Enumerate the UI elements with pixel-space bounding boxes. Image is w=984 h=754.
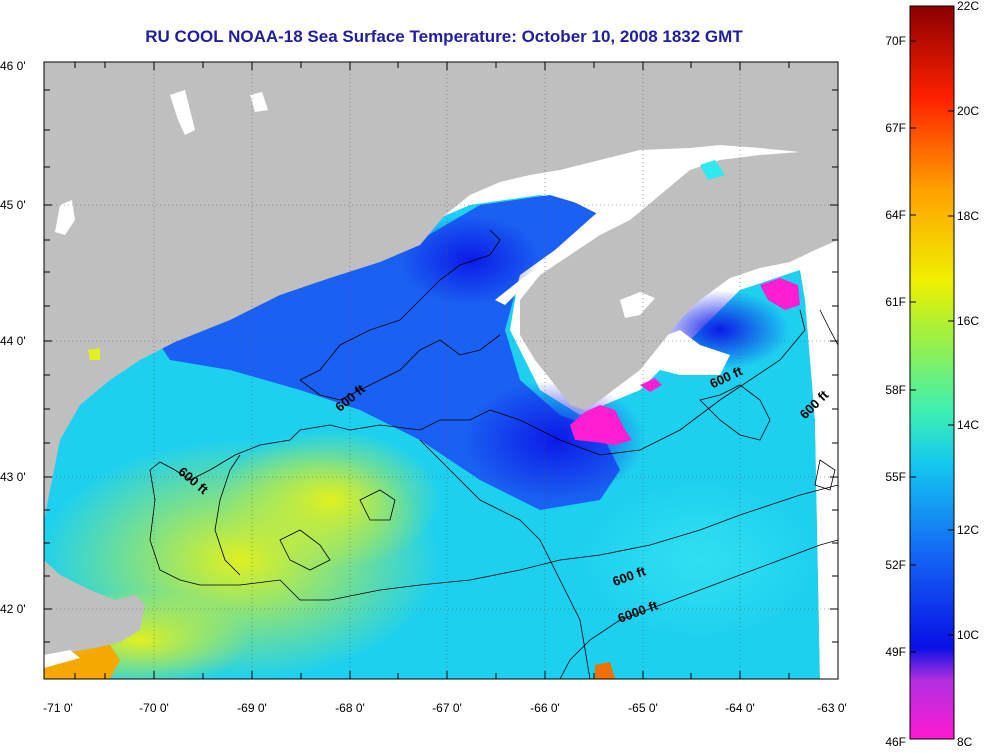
lon-label: -67 0' xyxy=(432,701,462,715)
colorbar-fahrenheit-label: 52F xyxy=(885,558,906,572)
colorbar-fahrenheit-label: 58F xyxy=(885,383,906,397)
colorbar-ticks xyxy=(910,5,954,740)
colorbar-celsius-label: 14C xyxy=(957,418,979,432)
lon-label: -70 0' xyxy=(139,701,169,715)
lon-label: -64 0' xyxy=(725,701,755,715)
lon-label: -68 0' xyxy=(335,701,365,715)
colorbar xyxy=(909,5,955,740)
lon-label: -71 0' xyxy=(43,701,73,715)
lat-label: 42 0' xyxy=(0,602,26,616)
map-title: RU COOL NOAA-18 Sea Surface Temperature:… xyxy=(145,27,743,46)
lat-label: 45 0' xyxy=(0,198,26,212)
lat-label: 46 0' xyxy=(0,59,26,73)
colorbar-celsius-label: 16C xyxy=(957,314,979,328)
colorbar-fahrenheit-label: 67F xyxy=(885,121,906,135)
graticule xyxy=(44,62,838,679)
colorbar-celsius-label: 10C xyxy=(957,628,979,642)
colorbar-celsius-label: 20C xyxy=(957,104,979,118)
lon-label: -65 0' xyxy=(628,701,658,715)
colorbar-celsius-label: 12C xyxy=(957,523,979,537)
axis-ticks xyxy=(44,62,838,679)
colorbar-celsius-label: 18C xyxy=(957,209,979,223)
map-frame xyxy=(43,61,839,680)
land-cape-cod xyxy=(44,560,145,660)
colorbar-fahrenheit-label: 49F xyxy=(885,645,906,659)
depth-contours xyxy=(149,229,838,679)
colorbar-fahrenheit-label: 61F xyxy=(885,295,906,309)
colorbar-celsius-label: 22C xyxy=(957,0,979,13)
lon-label: -63 0' xyxy=(817,701,847,715)
lon-label: -66 0' xyxy=(530,701,560,715)
lat-label: 43 0' xyxy=(0,470,26,484)
land-new-england-new-brunswick xyxy=(44,62,838,520)
lat-label: 44 0' xyxy=(0,334,26,348)
colorbar-fahrenheit-label: 46F xyxy=(885,735,906,749)
lon-label: -69 0' xyxy=(237,701,267,715)
land-nova-scotia xyxy=(520,150,838,410)
colorbar-fahrenheit-label: 70F xyxy=(885,34,906,48)
colorbar-fahrenheit-label: 64F xyxy=(885,208,906,222)
colorbar-fahrenheit-label: 55F xyxy=(885,470,906,484)
cold-patch-south-nova-scotia xyxy=(570,405,632,445)
colorbar-celsius-label: 8C xyxy=(957,735,973,749)
sst-map-area: 600 ft 600 ft 600 ft 600 ft 600 ft 6000 … xyxy=(44,62,838,679)
